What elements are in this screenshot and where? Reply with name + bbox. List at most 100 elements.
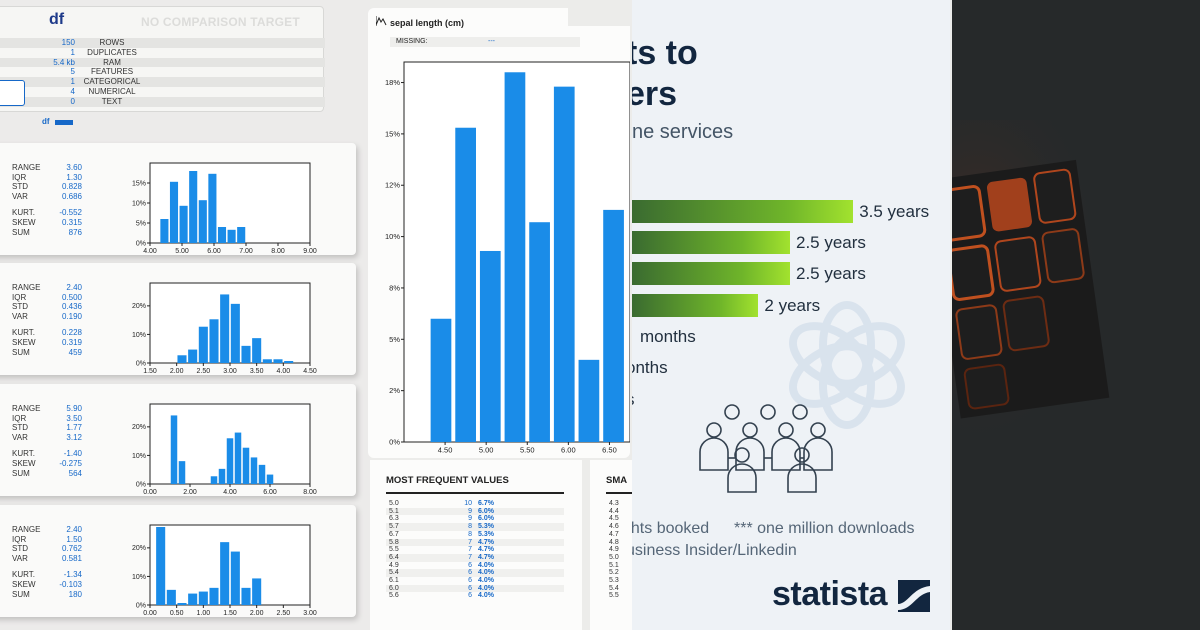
plot-area [149, 282, 311, 364]
feature-stats: RANGE 2.40 IQR 1.50 STD 0.762 VAR 0.581 KURT. -1.… [12, 525, 82, 599]
histogram-bar [234, 432, 242, 484]
frequent-value: 6.4 [389, 553, 399, 561]
stat-label: STD [12, 544, 28, 554]
stat-value: 1.77 [66, 423, 82, 433]
stat-label: SKEW [12, 579, 36, 589]
frequent-percent: 4.7% [478, 553, 494, 561]
feature-histogram: 0.00 2.00 4.00 6.00 8.00 0% 10% 20% [132, 403, 317, 496]
histogram-bar [209, 319, 219, 363]
y-tick-label: 0% [389, 438, 400, 447]
frequent-value: 5.0 [389, 500, 399, 507]
summary-row-value: 0 [70, 96, 75, 106]
summary-row: 1 DUPLICATES [0, 48, 325, 58]
frequent-value: 6.7 [389, 530, 399, 538]
frequent-value: 6.0 [389, 584, 399, 592]
duration-bar [632, 231, 790, 254]
feature-card: RANGE 3.60 IQR 1.30 STD 0.828 VAR 0.686 KURT. -0.… [0, 143, 356, 255]
stat-label: SKEW [12, 217, 36, 227]
frequent-value-row: 6.3 9 6.0% [386, 515, 564, 523]
stat-value: -0.552 [59, 208, 82, 218]
stat-row: RANGE 2.40 [12, 525, 82, 535]
histogram-bar [252, 578, 262, 605]
feature-stats: RANGE 2.40 IQR 0.500 STD 0.436 VAR 0.190 KURT. 0.… [12, 283, 82, 357]
smallest-value: 4.7 [609, 530, 619, 538]
histogram-bar [177, 355, 187, 363]
distribution-icon [376, 16, 387, 26]
stat-label: SUM [12, 227, 30, 237]
histogram-bar [166, 589, 176, 605]
summary-row-label: NUMERICAL [88, 87, 136, 96]
frequent-count: 6 [468, 592, 472, 600]
stat-row: IQR 1.30 [12, 173, 82, 183]
frequent-percent: 5.3% [478, 523, 494, 531]
stat-row: STD 0.762 [12, 544, 82, 554]
stat-row: VAR 0.686 [12, 192, 82, 202]
histogram-bar [504, 72, 526, 443]
stat-row: SKEW 0.315 [12, 218, 82, 228]
histogram-bar [209, 587, 219, 605]
plot-area [149, 524, 311, 606]
histogram-bar [479, 250, 501, 442]
stat-value: 0.686 [61, 191, 82, 201]
x-tick-label: 2.50 [197, 368, 211, 375]
frequent-percent: 5.3% [478, 530, 494, 538]
y-tick-label: 20% [132, 545, 146, 552]
rubiks-cube-image [952, 0, 1200, 630]
stat-label: RANGE [12, 283, 41, 292]
stat-row: RANGE 5.90 [12, 404, 82, 414]
openai-logo-icon [789, 301, 905, 429]
y-tick-label: 10% [385, 232, 400, 241]
x-tick-label: 2.00 [183, 489, 197, 496]
histogram-bar [198, 326, 208, 363]
feature-histogram: 1.50 2.00 2.50 3.00 3.50 4.00 4.50 0% 10% 20% [132, 282, 317, 375]
histogram-bar [226, 438, 234, 484]
stat-row: SKEW -0.103 [12, 580, 82, 590]
stat-value: 0.319 [61, 337, 82, 347]
dataset-legend-label: df [42, 117, 50, 126]
frequent-count: 6 [468, 569, 472, 577]
smallest-value: 5.1 [609, 561, 619, 569]
x-tick-label: 4.00 [277, 368, 291, 375]
x-tick-label: 7.00 [239, 248, 253, 255]
stat-value: 5.90 [66, 404, 82, 413]
summary-toggle-button[interactable] [0, 80, 25, 106]
frequent-percent: 6.0% [478, 507, 494, 515]
missing-label: MISSING: [396, 38, 428, 45]
statista-infographic: ts to ers ne services 3.5 years 2.5 years… [632, 0, 950, 630]
summary-row-label: DUPLICATES [87, 47, 137, 57]
stat-value: 459 [68, 347, 82, 357]
dataset-title: df [49, 11, 65, 28]
footnote-downloads: *** one million downloads [734, 520, 915, 537]
feature-card: RANGE 2.40 IQR 0.500 STD 0.436 VAR 0.190 KURT. 0.… [0, 263, 356, 375]
summary-row-value: 1 [70, 77, 75, 87]
histogram-bar [208, 173, 217, 243]
stat-label: STD [12, 182, 28, 192]
smallest-value: 4.9 [609, 546, 619, 554]
stat-row: IQR 0.500 [12, 293, 82, 303]
stat-value: 876 [68, 227, 82, 237]
stat-label: KURT. [12, 570, 35, 580]
x-tick-label: 5.50 [520, 446, 535, 455]
stat-label: STD [12, 302, 28, 312]
frequent-count: 7 [468, 546, 472, 554]
stat-row: KURT. 0.228 [12, 328, 82, 338]
histogram-bar [156, 527, 166, 605]
stat-label: SKEW [12, 458, 36, 468]
stat-value: -0.103 [59, 579, 82, 589]
stat-value: 564 [68, 468, 82, 478]
stats-spacer [12, 201, 82, 208]
summary-row-label: RAM [103, 57, 121, 67]
statista-brand: statista [772, 575, 888, 613]
summary-row: 4 NUMERICAL [0, 87, 325, 97]
x-tick-label: 9.00 [303, 248, 317, 255]
infographic-title-line-1: ts to [632, 34, 698, 72]
stat-value: 2.40 [66, 525, 82, 534]
frequent-percent: 4.0% [478, 561, 494, 569]
frequent-value-row: 5.1 9 6.0% [386, 507, 564, 516]
frequent-percent: 4.0% [478, 577, 494, 584]
histogram-bar [220, 294, 230, 363]
summary-row: 5.4 kb RAM [0, 57, 325, 68]
duration-bar-label: months [640, 327, 696, 346]
histogram-bar [217, 227, 227, 243]
people-network-icon [699, 404, 833, 493]
